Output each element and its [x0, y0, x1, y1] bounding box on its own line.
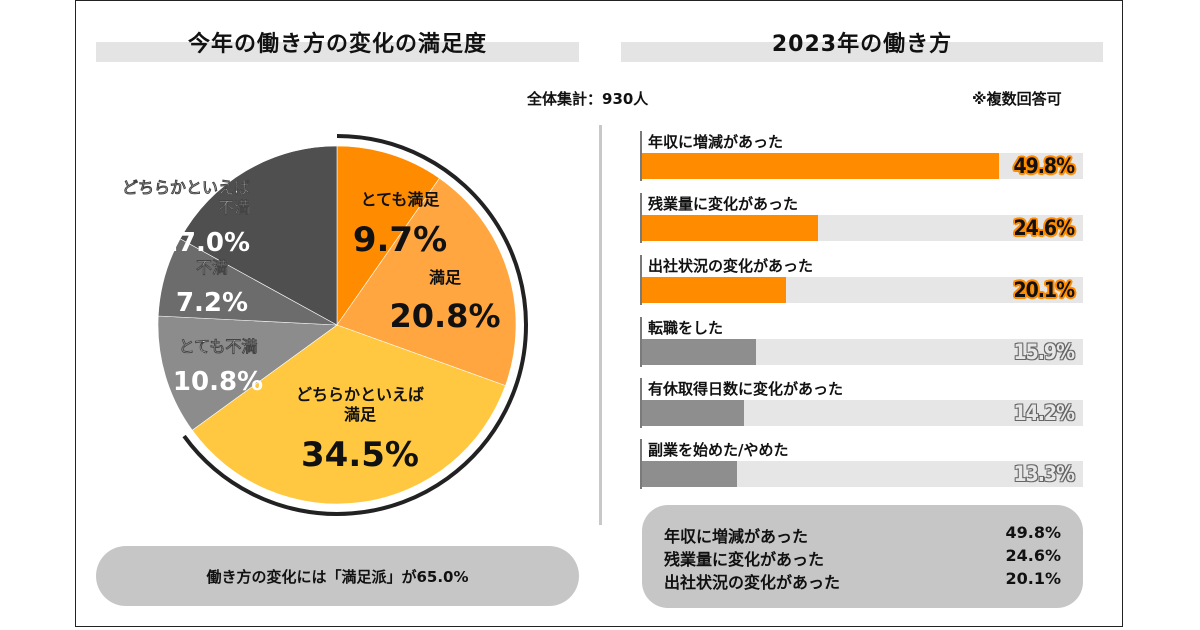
bar-value-label: 13.3%	[1013, 462, 1075, 486]
pie-category-label: 満足	[344, 405, 377, 424]
bar-category-label: 年収に増減があった	[648, 133, 784, 151]
bar-axis-tick	[640, 439, 642, 489]
satisfaction-summary-text: 働き方の変化には「満足派」が65.0%	[206, 567, 469, 586]
right-title-bar	[621, 42, 1103, 62]
pie-slice	[191, 324, 506, 505]
bar-row: 残業量に変化があった 24.6%	[640, 193, 1084, 243]
bar	[642, 153, 1000, 179]
satisfaction-summary-pill: 働き方の変化には「満足派」が65.0%	[96, 546, 579, 606]
pie-slice	[157, 315, 338, 431]
pie-category-label: 不満	[218, 198, 250, 217]
pie-label: 不満 7.2%	[176, 258, 248, 318]
chart-frame	[75, 0, 1123, 627]
bar-axis-tick	[640, 255, 642, 305]
bar-category-label: 副業を始めた/やめた	[648, 441, 789, 459]
bar	[642, 215, 819, 241]
bar-row: 出社状況の変化があった 20.1%	[640, 255, 1084, 305]
bar-axis-tick	[640, 378, 642, 428]
bar-track	[642, 339, 1083, 365]
bar	[642, 400, 744, 426]
bar-track	[642, 277, 1083, 303]
pie-category-label: どちらかといえば	[122, 178, 250, 197]
bar-track	[642, 215, 1083, 241]
pie-label: 満足 20.8%	[389, 268, 500, 335]
bar-category-label: 転職をした	[648, 319, 724, 337]
bar-category-label: 残業量に変化があった	[648, 195, 799, 213]
bar-track	[642, 153, 1083, 179]
pie-category-label: 不満	[196, 258, 228, 277]
pie-label: とても満足 9.7%	[353, 190, 447, 260]
pie-label: とても不満 10.8%	[173, 337, 263, 397]
pie-value-label: 7.2%	[176, 288, 248, 318]
pie-slice	[336, 145, 440, 326]
bar-row: 年収に増減があった 49.8%	[640, 131, 1084, 181]
left-title-bar	[96, 42, 579, 62]
top3-summary-pill: 年収に増減があった 49.8% 残業量に変化があった 24.6% 出社状況の変化…	[642, 505, 1083, 608]
bar	[642, 277, 787, 303]
bar	[642, 339, 756, 365]
satisfied-highlight-arc	[182, 134, 528, 516]
panel-divider	[599, 125, 602, 525]
bar-category-label: 有休取得日数に変化があった	[648, 380, 844, 398]
pie-value-label: 9.7%	[353, 220, 447, 260]
pie-category-label: 満足	[429, 268, 462, 287]
bar-category-label: 出社状況の変化があった	[648, 257, 814, 275]
summary-label: 年収に増減があった	[664, 527, 809, 546]
summary-label: 残業量に変化があった	[664, 550, 825, 569]
bar-value-label: 14.2%	[1013, 401, 1075, 425]
pie-category-label: とても満足	[361, 190, 441, 209]
multiple-answer-note: ※複数回答可	[972, 90, 1062, 108]
bar-value-label: 15.9%	[1013, 340, 1075, 364]
pie-value-label: 17.0%	[160, 228, 250, 258]
bar-axis-tick	[640, 317, 642, 367]
bar	[642, 461, 738, 487]
summary-label: 出社状況の変化があった	[664, 573, 841, 592]
summary-value: 49.8%	[1005, 523, 1061, 542]
bar-value-label: 20.1%	[1013, 278, 1075, 302]
pie-slice	[336, 177, 517, 387]
bar-row: 副業を始めた/やめた 13.3%	[640, 439, 1084, 489]
summary-row: 出社状況の変化があった 20.1%	[664, 569, 1061, 592]
bar-track	[642, 461, 1083, 487]
bar-axis-tick	[640, 193, 642, 243]
pie-value-label: 34.5%	[301, 435, 419, 475]
pie-category-label: とても不満	[179, 337, 258, 356]
pie-value-label: 10.8%	[173, 367, 263, 397]
bar-row: 転職をした 15.9%	[640, 317, 1084, 367]
summary-row: 年収に増減があった 49.8%	[664, 523, 1061, 546]
summary-value: 24.6%	[1005, 546, 1061, 565]
right-title: 2023年の働き方	[771, 32, 953, 57]
total-respondents: 全体集計：930人	[527, 90, 649, 108]
pie-slice	[179, 145, 338, 326]
bar-value-label: 49.8%	[1013, 154, 1075, 178]
pie-category-label: どちらかといえば	[296, 385, 424, 404]
pie-chart: とても満足9.7%満足20.8%どちらかといえば満足34.5%とても不満10.8…	[122, 134, 528, 516]
pie-value-label: 20.8%	[389, 297, 500, 335]
summary-row: 残業量に変化があった 24.6%	[664, 546, 1061, 569]
bar-row: 有休取得日数に変化があった 14.2%	[640, 378, 1084, 428]
summary-value: 20.1%	[1005, 569, 1061, 588]
bar-track	[642, 400, 1083, 426]
bar-axis-tick	[640, 131, 642, 181]
left-title: 今年の働き方の変化の満足度	[187, 32, 487, 57]
bar-value-label: 24.6%	[1013, 216, 1075, 240]
